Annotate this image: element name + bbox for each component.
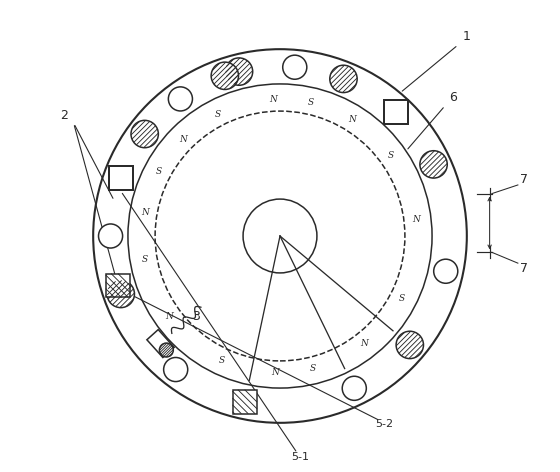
Text: S: S bbox=[388, 151, 394, 160]
Text: N: N bbox=[271, 368, 279, 377]
Circle shape bbox=[169, 87, 193, 111]
Text: N: N bbox=[360, 339, 368, 348]
Circle shape bbox=[330, 65, 357, 93]
Text: S: S bbox=[156, 167, 162, 176]
Circle shape bbox=[225, 58, 253, 85]
Text: S: S bbox=[219, 355, 225, 364]
Text: S: S bbox=[215, 110, 221, 118]
Circle shape bbox=[164, 357, 188, 381]
Circle shape bbox=[107, 280, 134, 308]
Circle shape bbox=[99, 224, 123, 248]
Text: 6: 6 bbox=[450, 91, 458, 104]
Circle shape bbox=[420, 151, 447, 178]
Circle shape bbox=[433, 259, 458, 283]
Bar bbox=[147, 329, 174, 357]
Text: N: N bbox=[165, 312, 173, 321]
Text: 1: 1 bbox=[463, 31, 470, 43]
Text: 3: 3 bbox=[192, 310, 200, 323]
Text: S: S bbox=[142, 255, 148, 264]
Text: N: N bbox=[269, 95, 277, 104]
Bar bbox=[109, 166, 133, 190]
Text: 5-2: 5-2 bbox=[376, 419, 394, 429]
Circle shape bbox=[131, 120, 158, 148]
Text: S: S bbox=[399, 294, 405, 303]
Text: 5-1: 5-1 bbox=[291, 452, 309, 462]
Text: S: S bbox=[310, 364, 316, 373]
Text: 7: 7 bbox=[520, 262, 528, 275]
FancyBboxPatch shape bbox=[106, 274, 130, 297]
Text: N: N bbox=[179, 135, 187, 144]
Bar bbox=[384, 100, 408, 124]
Text: S: S bbox=[308, 98, 314, 107]
Text: N: N bbox=[141, 208, 149, 217]
Circle shape bbox=[396, 331, 423, 359]
Text: 2: 2 bbox=[60, 109, 68, 122]
Text: N: N bbox=[412, 215, 420, 224]
Text: 7: 7 bbox=[520, 173, 528, 186]
Text: N: N bbox=[348, 116, 357, 125]
FancyBboxPatch shape bbox=[233, 390, 256, 414]
Circle shape bbox=[211, 62, 239, 90]
Circle shape bbox=[283, 55, 307, 79]
Circle shape bbox=[342, 376, 366, 400]
Circle shape bbox=[160, 343, 173, 357]
